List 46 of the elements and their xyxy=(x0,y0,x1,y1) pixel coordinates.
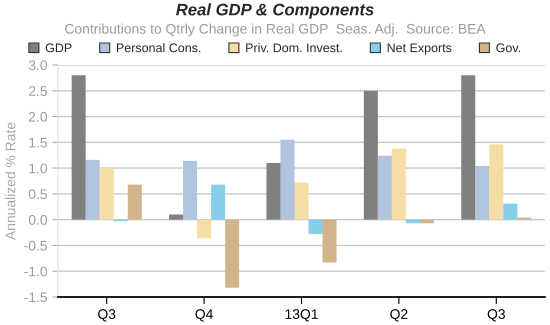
y-tick-label: 0.0 xyxy=(28,215,48,225)
chart-subtitle: Contributions to Qtrly Change in Real GDP Seas. Adj. Source: BEA xyxy=(65,24,486,36)
bar xyxy=(72,75,86,220)
bar xyxy=(100,168,114,220)
bar xyxy=(183,160,198,220)
x-tick-label: Q3 xyxy=(98,309,116,322)
bar xyxy=(461,75,476,220)
bar xyxy=(406,220,420,224)
bar xyxy=(489,144,504,220)
y-tick-label: 1.0 xyxy=(29,163,48,174)
legend-label: Personal Cons. xyxy=(116,43,200,52)
bar xyxy=(503,204,518,220)
chart-title: Real GDP & Components xyxy=(176,3,374,19)
y-tick-label: -1.0 xyxy=(24,266,48,276)
x-tick-label: Q2 xyxy=(390,309,408,322)
y-tick-label: -0.5 xyxy=(24,240,48,251)
legend-label: GDP xyxy=(46,43,72,52)
y-tick-label: 3.0 xyxy=(28,60,48,70)
bar xyxy=(294,182,309,220)
bar xyxy=(128,184,142,220)
y-tick-label: -1.5 xyxy=(24,292,48,302)
bar xyxy=(266,162,280,220)
legend-label: Gov. xyxy=(496,43,520,52)
bar xyxy=(475,166,490,220)
bar xyxy=(392,148,406,220)
y-tick-label: 1.5 xyxy=(29,138,48,148)
x-tick-label: 13Q1 xyxy=(286,309,318,322)
bar xyxy=(225,220,240,288)
bar xyxy=(211,184,226,220)
y-tick-label: 0.5 xyxy=(28,189,48,200)
bar xyxy=(280,140,294,220)
bar xyxy=(169,214,184,220)
bar xyxy=(197,220,212,238)
bar xyxy=(364,90,378,220)
legend-label: Net Exports xyxy=(388,44,452,55)
x-tick-label: Q3 xyxy=(488,309,505,322)
bar xyxy=(308,220,323,234)
bar xyxy=(322,220,337,262)
x-tick-label: Q4 xyxy=(195,309,213,322)
bar xyxy=(378,156,392,220)
y-axis-title: Annualized % Rate xyxy=(5,122,16,240)
y-tick-label: 2.5 xyxy=(28,86,48,96)
bar xyxy=(86,160,100,220)
legend-label: Priv. Dom. Invest. xyxy=(246,43,342,52)
y-tick-label: 2.0 xyxy=(28,112,48,122)
bar xyxy=(420,220,434,224)
